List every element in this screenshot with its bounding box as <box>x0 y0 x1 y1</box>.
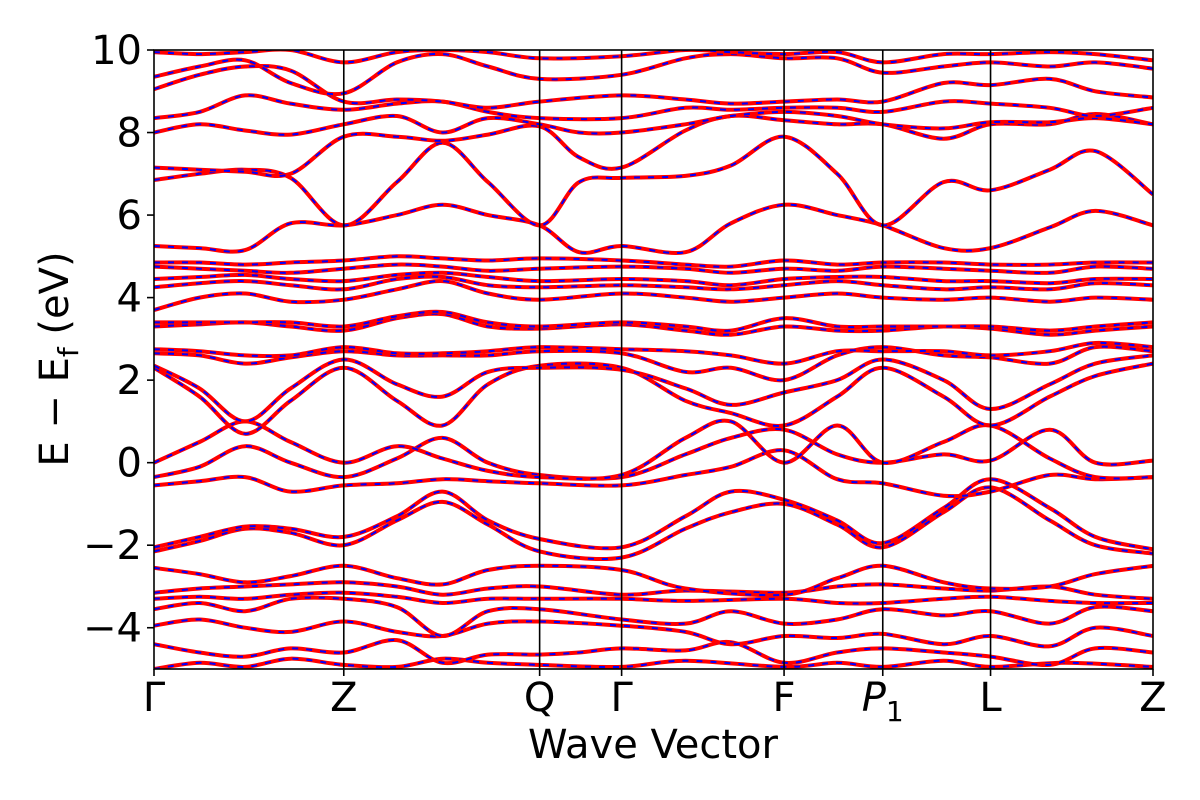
band-line-overlay-2 <box>154 618 1153 648</box>
x-tick-label-0: Γ <box>143 675 166 721</box>
x-tick-label-6: L <box>979 675 1002 721</box>
band-line-overlay-21 <box>154 263 1153 274</box>
band-line-overlay-20 <box>154 271 1153 287</box>
band-line-overlay-28 <box>154 64 1153 109</box>
y-tick-label-5: 0 <box>117 441 142 487</box>
y-tick-label-4: 2 <box>117 358 142 404</box>
y-tick-label-3: 4 <box>117 276 142 322</box>
band-line-0 <box>154 656 1153 669</box>
x-tick-label-7: Z <box>1139 675 1166 721</box>
band-line-overlay-16 <box>154 312 1153 336</box>
band-line-overlay-8 <box>154 478 1153 551</box>
band-line-overlay-25 <box>154 112 1153 178</box>
band-line-overlay-29 <box>154 52 1153 96</box>
kpoint-lines-group <box>342 50 992 669</box>
y-axis-label-subscript: f <box>52 346 85 357</box>
x-tick-label-1: Z <box>330 675 357 721</box>
band-line-9 <box>154 448 1153 499</box>
band-line-27 <box>154 93 1153 122</box>
y-axis-label-unit: (eV) <box>32 251 78 347</box>
y-tick-label-7: −4 <box>83 606 142 652</box>
y-tick-label-1: 8 <box>117 111 142 157</box>
band-line-18 <box>154 279 1153 312</box>
y-axis-label-main: E − E <box>32 357 78 467</box>
y-tick-label-2: 6 <box>117 193 142 239</box>
y-tick-label-0: 10 <box>91 28 142 74</box>
band-line-overlay-13 <box>154 354 1153 423</box>
plot-frame <box>153 49 1154 670</box>
band-line-overlay-7 <box>154 486 1153 560</box>
band-line-overlay-10 <box>154 428 1153 480</box>
band-line-overlay-17 <box>154 310 1153 332</box>
band-line-overlay-3 <box>154 596 1153 638</box>
y-axis-ticks: 10 8 6 4 2 0 −2 −4 <box>83 28 154 652</box>
x-tick-label-5: P1 <box>862 675 904 728</box>
x-tick-label-2: Q <box>524 675 555 721</box>
x-axis-ticks: Γ Z Q Γ F P1 L Z <box>143 669 1167 728</box>
x-axis-label: Wave Vector <box>528 722 779 768</box>
band-line-overlay-15 <box>154 341 1153 365</box>
band-line-overlay-12 <box>154 362 1153 435</box>
x-tick-label-4: F <box>773 675 796 721</box>
y-tick-label-6: −2 <box>83 523 142 569</box>
band-line-overlay-19 <box>154 275 1153 291</box>
band-line-overlay-30 <box>154 50 1153 64</box>
x-tick-label-3: Γ <box>610 675 633 721</box>
y-axis-label: E − Ef (eV) <box>32 251 85 466</box>
band-line-overlay-22 <box>154 255 1153 268</box>
